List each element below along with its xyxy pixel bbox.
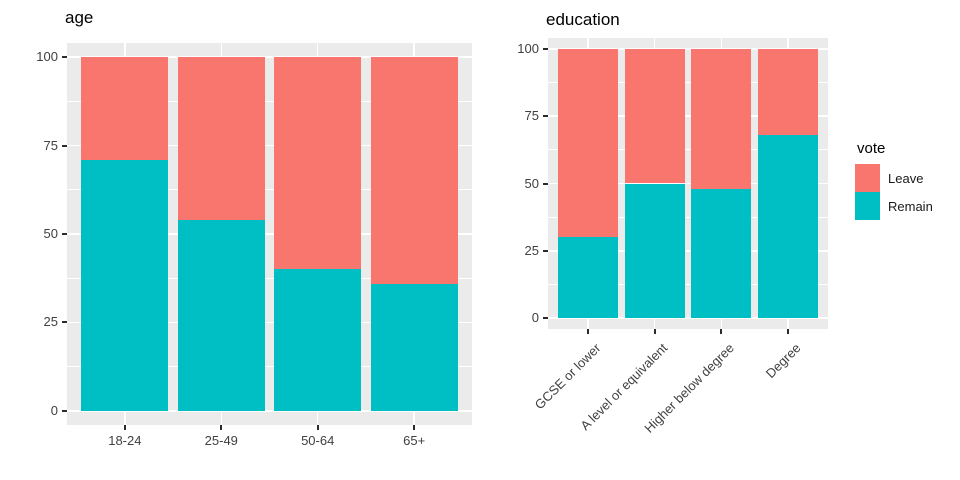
x-axis-tick: [220, 425, 223, 430]
gridline-minor: [548, 149, 828, 151]
bar-gcse-or-lower-remain: [558, 237, 618, 319]
x-axis-tick-label: Degree: [763, 340, 804, 382]
legend: vote Leave Remain: [855, 140, 933, 220]
y-axis-tick: [62, 233, 67, 235]
gridline-major: [67, 233, 472, 235]
bar-degree-remain: [758, 135, 818, 319]
bar-higher-below-degree-remain: [691, 188, 752, 319]
gridline-major: [548, 182, 828, 185]
gridline-major: [67, 144, 472, 147]
gridline-major: [548, 250, 828, 252]
chart-title-education: education: [546, 10, 620, 29]
y-axis-tick: [62, 409, 67, 412]
bar-25-49-remain: [177, 219, 265, 411]
x-axis-tick: [123, 425, 126, 430]
legend-item-leave: Leave: [855, 164, 933, 192]
y-axis-tick-label: 50: [524, 175, 539, 191]
bar-degree-leave: [758, 48, 818, 135]
legend-item-label: Leave: [888, 170, 924, 186]
y-axis-tick: [62, 321, 67, 324]
bar-65--leave: [370, 57, 458, 284]
bar-a-level-or-equivalent-remain: [624, 183, 685, 319]
bar-18-24-remain: [81, 159, 169, 411]
bar-a-level-or-equivalent-leave: [624, 48, 685, 184]
legend-item-label: Remain: [888, 198, 933, 214]
y-axis-tick: [543, 47, 548, 50]
y-axis-tick-label: 100: [36, 49, 58, 65]
bar-18-24-leave: [81, 57, 169, 160]
gridline-major: [67, 56, 472, 58]
gridline-major: [548, 115, 828, 117]
bar-50-64-leave: [274, 57, 362, 270]
y-axis-tick: [62, 144, 67, 147]
x-axis-tick-label: GCSE or lower: [531, 340, 604, 413]
y-axis-tick: [543, 317, 548, 320]
x-axis-tick: [413, 425, 416, 430]
x-axis-tick-label: 50-64: [301, 433, 335, 448]
y-axis-tick: [543, 182, 548, 185]
x-axis-tick: [653, 329, 656, 334]
gridline-minor: [67, 189, 472, 191]
plot-panel-age: [67, 43, 472, 425]
gridline-major: [67, 321, 472, 324]
bar-gcse-or-lower-leave: [558, 48, 618, 238]
legend-swatch-leave: [855, 164, 880, 192]
bar-higher-below-degree-leave: [691, 48, 752, 189]
gridline-minor: [548, 216, 828, 218]
chart-title-age: age: [65, 8, 94, 27]
x-axis-tick: [316, 425, 319, 430]
gridline-minor: [67, 100, 472, 102]
y-axis-tick-label: 100: [517, 40, 539, 56]
gridline-major: [67, 410, 472, 412]
plot-panel-education: [548, 38, 828, 329]
gridline-minor: [548, 284, 828, 286]
x-axis-tick: [787, 329, 789, 334]
gridline-major: [548, 317, 828, 319]
gridline-minor: [67, 277, 472, 279]
bar-25-49-leave: [177, 57, 265, 220]
y-axis-tick: [543, 115, 548, 118]
gridline-minor: [67, 366, 472, 368]
y-axis-tick: [62, 56, 67, 59]
x-axis-tick-label: 18-24: [108, 433, 142, 448]
y-axis-tick-label: 0: [531, 310, 539, 326]
x-axis-tick: [587, 329, 589, 334]
x-axis-tick-label: 25-49: [204, 433, 238, 448]
y-axis-tick-label: 75: [43, 137, 58, 153]
y-axis-tick-label: 25: [43, 314, 58, 330]
legend-items: Leave Remain: [855, 164, 933, 220]
y-axis-tick: [543, 249, 548, 252]
y-axis-tick-label: 75: [524, 108, 539, 124]
legend-item-remain: Remain: [855, 192, 933, 220]
x-axis-tick: [720, 329, 723, 334]
legend-swatch-remain: [855, 192, 880, 220]
gridline-major: [548, 48, 828, 50]
x-axis-tick-label: 65+: [403, 433, 426, 448]
legend-title: vote: [857, 140, 886, 157]
bar-50-64-remain: [274, 269, 362, 411]
y-axis-tick-label: 50: [43, 226, 58, 241]
bar-65--remain: [370, 283, 458, 411]
y-axis-tick-label: 0: [50, 402, 58, 418]
y-axis-tick-label: 25: [524, 242, 539, 258]
gridline-minor: [548, 81, 828, 83]
